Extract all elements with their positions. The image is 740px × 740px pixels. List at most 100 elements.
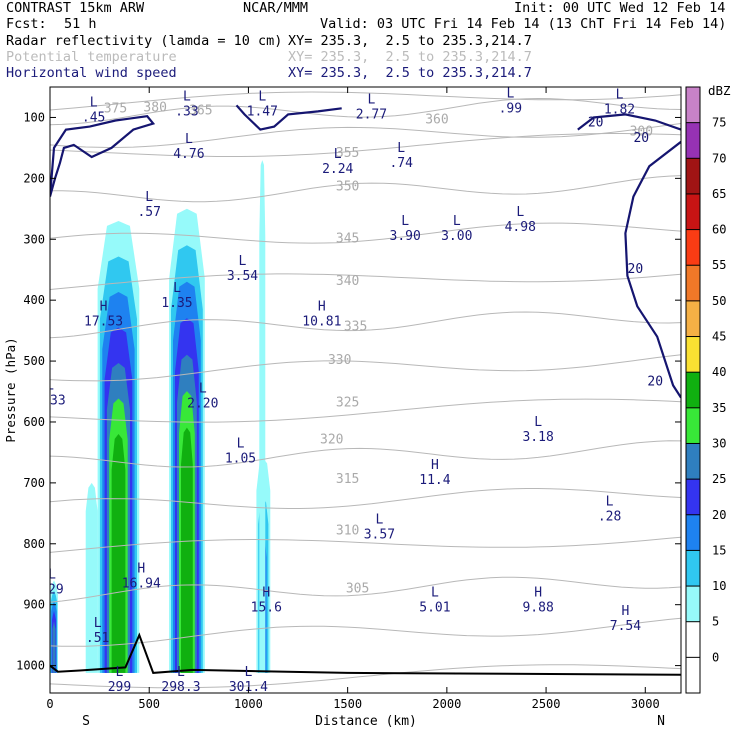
- extremum-marker: L: [431, 586, 439, 601]
- field-reflectivity-xy: XY= 235.3, 2.5 to 235.3,214.7: [288, 33, 532, 49]
- extremum-value: 3.18: [522, 430, 553, 445]
- theta-contour-line: [50, 175, 681, 203]
- x-tick-label: 3000: [631, 697, 660, 711]
- x-tick-label: 0: [46, 697, 53, 711]
- theta-label: 330: [328, 353, 351, 368]
- colorbar-swatch: [686, 443, 700, 480]
- extremum-value: 9.88: [522, 601, 553, 616]
- extremum-marker: L: [46, 379, 54, 394]
- colorbar-swatch: [686, 122, 700, 159]
- colorbar-tick-label: 40: [712, 365, 726, 379]
- theta-label: 305: [346, 582, 369, 597]
- colorbar-swatch: [686, 193, 700, 230]
- extremum-marker: H: [137, 561, 145, 576]
- x-tick-label: 2000: [432, 697, 461, 711]
- colorbar-swatch: [686, 586, 700, 622]
- y-axis: 100 200 300 400 500 600 700 800 900 1000: [16, 110, 681, 673]
- extremum-marker: L: [534, 415, 542, 430]
- terrain-profile-line: [50, 632, 681, 676]
- theta-label: 315: [336, 472, 359, 487]
- theta-label: 375: [104, 102, 127, 117]
- extremum-marker: L: [145, 190, 153, 205]
- extremum-value: 5.01: [419, 601, 450, 616]
- theta-label: 320: [320, 432, 343, 447]
- extremum-value: 299: [108, 680, 131, 695]
- x-axis-label: Distance (km): [315, 714, 417, 729]
- field-reflectivity-name: Radar reflectivity (lamda = 10 cm): [6, 33, 283, 49]
- colorbar-swatch: [686, 372, 700, 408]
- extremum-value: .57: [137, 205, 160, 220]
- colorbar-tick-label: 60: [712, 223, 726, 237]
- extremum-value: 1.47: [247, 104, 278, 119]
- wind-label: 20: [647, 374, 663, 389]
- extremum-value: 16.94: [122, 576, 161, 591]
- extremum-value: .74: [389, 156, 413, 171]
- extremum-marker: L: [177, 665, 185, 680]
- y-tick-label: 700: [23, 476, 45, 490]
- wind-speed-contours: [50, 104, 681, 399]
- extremum-value: 10.81: [302, 314, 341, 329]
- x-tick-label: 1000: [234, 697, 263, 711]
- extremum-marker: L: [616, 87, 624, 102]
- theta-contour-labels: 300 305 310 315 320 325 330 335 340 345 350 355 360 3…: [104, 100, 653, 596]
- colorbar-tick-label: 35: [712, 401, 726, 415]
- center-label: NCAR/MMM: [243, 0, 309, 16]
- y-tick-label: 200: [23, 171, 45, 185]
- colorbar-swatch: [686, 265, 700, 301]
- init-time: Init: 00 UTC Wed 12 Feb 14: [514, 0, 726, 16]
- theta-contour-line: [50, 398, 681, 423]
- wind-label: 20: [588, 116, 604, 131]
- colorbar-swatch: [686, 300, 700, 337]
- theta-label: 335: [344, 320, 367, 335]
- colorbar-tick-label: 20: [712, 508, 726, 522]
- colorbar-swatch: [686, 550, 700, 587]
- extremum-marker: H: [100, 299, 108, 314]
- theta-label: 360: [425, 113, 448, 128]
- colorbar-tick-label: 10: [712, 579, 726, 593]
- extremum-marker: H: [318, 299, 326, 314]
- extremum-marker: L: [183, 89, 191, 104]
- colorbar-tick-label: 5: [712, 615, 719, 629]
- extremum-marker: L: [239, 254, 247, 269]
- extremum-value: 7.54: [610, 619, 641, 634]
- extremum-value: 2.24: [322, 162, 353, 177]
- colorbar-swatch: [686, 621, 700, 658]
- extremum-marker: L: [258, 89, 266, 104]
- y-tick-label: 500: [23, 354, 45, 368]
- extremum-marker: L: [237, 436, 245, 451]
- reflectivity-band-35dbz: [111, 434, 126, 673]
- theta-contour-line: [50, 536, 681, 553]
- colorbar-frame: [685, 86, 701, 694]
- colorbar-tick-label: 50: [712, 294, 726, 308]
- field-theta-xy: XY= 235.3, 2.5 to 235.3,214.7: [288, 49, 532, 65]
- wind-contour-labels: 20 20 20 20: [588, 116, 663, 390]
- extremum-marker: H: [431, 458, 439, 473]
- extremum-value: 1.05: [225, 451, 256, 466]
- colorbar-tick-label: 55: [712, 258, 726, 272]
- x-axis: 0 500 1000 1500 2000 2500 3000: [46, 87, 660, 711]
- reflectivity-band-5dbz: [259, 160, 266, 673]
- theta-label: 380: [143, 100, 166, 115]
- wind-label: 20: [633, 131, 649, 146]
- theta-contour-line: [50, 97, 681, 126]
- extremum-marker: L: [173, 281, 181, 296]
- extremum-marker: L: [245, 665, 253, 680]
- extremum-value: 4.98: [505, 220, 536, 235]
- extremum-value: 2.20: [187, 397, 218, 412]
- colorbar-tick-label: 30: [712, 436, 726, 450]
- extremum-marker: H: [262, 586, 270, 601]
- extremum-marker: L: [94, 616, 102, 631]
- theta-label: 365: [189, 103, 212, 118]
- extremum-value: 2.77: [356, 107, 387, 122]
- extremum-marker: L: [453, 214, 461, 229]
- extremum-value: 3.00: [441, 229, 472, 244]
- colorbar-under: [686, 657, 700, 693]
- theta-contour-line: [50, 617, 681, 647]
- x-tick-label: 500: [138, 697, 160, 711]
- reflectivity-band-25dbz: [52, 621, 56, 673]
- y-axis-label: Pressure (hPa): [3, 337, 18, 442]
- colorbar: 0 5 10 15 20 25 30 35 40 45 50 55 60 65 70 75: [685, 86, 726, 694]
- theta-contour-line: [50, 488, 681, 509]
